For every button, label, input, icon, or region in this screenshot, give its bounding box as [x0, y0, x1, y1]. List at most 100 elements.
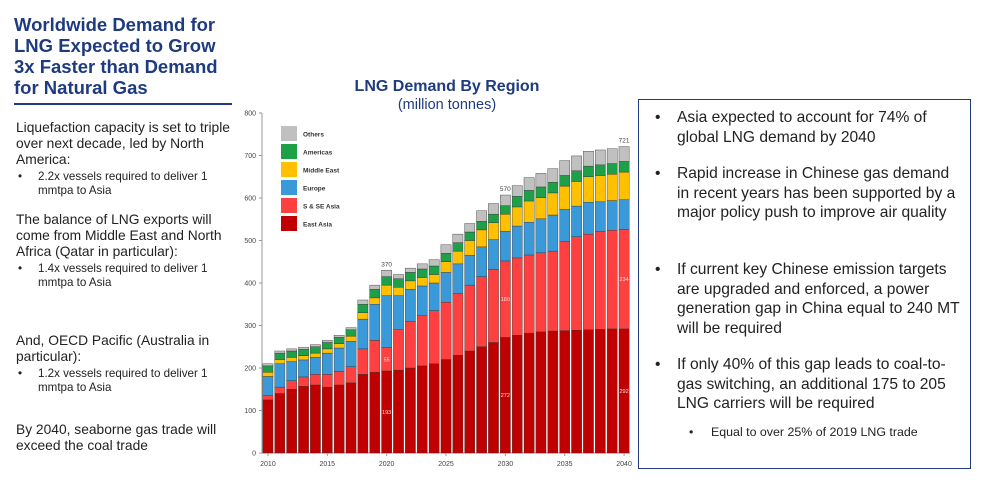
bar-segment: [488, 239, 499, 270]
x-tick-label: 2030: [498, 461, 514, 468]
bar-segment: [357, 304, 369, 313]
bar-segment: [321, 352, 333, 375]
bar-segment: [583, 151, 594, 167]
segment-data-label: 234: [619, 277, 628, 283]
bar-segment: [500, 230, 511, 262]
legend-label: Others: [303, 132, 324, 139]
bar-segment: [428, 282, 440, 311]
legend-swatch: [281, 126, 297, 141]
bar-segment: [369, 297, 381, 305]
bar-segment: [298, 349, 309, 356]
bar-segment: [523, 222, 535, 256]
bar-segment: [488, 203, 499, 215]
bar-segment: [393, 278, 404, 288]
bar-segment: [345, 329, 357, 337]
legend-swatch: [281, 180, 297, 195]
bar-segment: [274, 359, 286, 364]
bar-segment: [286, 361, 297, 381]
bar-segment: [583, 329, 594, 454]
bar-segment: [464, 350, 476, 454]
bar-segment: [286, 389, 297, 454]
bar-segment: [523, 254, 535, 334]
bar-segment: [571, 155, 582, 171]
bar-segment: [345, 341, 357, 367]
key-point-text: If current key Chinese emission targets …: [677, 261, 960, 337]
legend-label: East Asia: [303, 222, 332, 229]
y-tick-label: 200: [244, 366, 256, 373]
bar-segment: [321, 386, 333, 454]
bar-segment: [357, 312, 369, 320]
bar-segment: [440, 301, 452, 360]
bar-segment: [393, 295, 404, 330]
left-bullet-oecd: 1.2x vessels required to deliver 1 mmtpa…: [16, 367, 238, 394]
bar-segment: [416, 315, 428, 367]
bar-segment: [535, 331, 547, 454]
bar-segment: [381, 270, 392, 277]
segment-data-label: 193: [382, 410, 391, 416]
left-paragraph-2040: By 2040, seaborne gas trade will exceed …: [16, 422, 217, 453]
bar-segment: [583, 202, 594, 235]
bar-segment: [547, 250, 559, 332]
bar-segment: [476, 246, 487, 277]
bullet-icon: •: [655, 109, 661, 126]
left-block-oecd: And, OECD Pacific (Australia in particul…: [16, 333, 238, 394]
bar-segment: [286, 348, 297, 352]
bar-segment: [298, 386, 309, 454]
bar-segment: [559, 330, 571, 454]
bar-segment: [345, 327, 357, 330]
left-block-capacity: Liquefaction capacity is set to triple o…: [16, 120, 238, 197]
bar-segment: [286, 350, 297, 358]
bar-segment: [286, 357, 297, 362]
bar-segment: [523, 177, 535, 191]
bar-segment: [547, 168, 559, 183]
bar-segment: [523, 200, 535, 223]
bar-segment: [369, 304, 381, 341]
bar-segment: [416, 365, 428, 454]
bar-segment: [464, 284, 476, 352]
total-data-label: 370: [381, 261, 392, 268]
bar-segment: [583, 176, 594, 203]
x-tick-label: 2020: [379, 461, 395, 468]
bar-segment: [321, 374, 333, 388]
legend-swatch: [281, 162, 297, 177]
key-point-sub-trade-share: • Equal to over 25% of 2019 LNG trade: [689, 425, 959, 440]
y-tick-label: 500: [244, 238, 256, 245]
bar-segment: [262, 372, 274, 377]
bar-segment: [262, 363, 274, 367]
bar-segment: [333, 371, 345, 386]
bar-segment: [440, 244, 452, 254]
bar-segment: [416, 263, 428, 270]
bar-segment: [333, 337, 345, 344]
bar-segment: [559, 160, 571, 176]
key-point-asia-share: • Asia expected to account for 74% of gl…: [655, 108, 960, 147]
bar-segment: [595, 149, 606, 166]
bar-segment: [310, 374, 321, 386]
bar-segment: [405, 280, 416, 290]
bar-segment: [583, 165, 594, 177]
bullet-icon: •: [689, 425, 694, 439]
bar-segment: [393, 329, 404, 371]
bar-segment: [310, 384, 321, 454]
bar-segment: [428, 259, 440, 267]
bar-segment: [262, 376, 274, 396]
bar-segment: [535, 197, 547, 220]
bullet-icon: •: [655, 356, 661, 373]
bar-segment: [345, 335, 357, 342]
bar-segment: [595, 329, 606, 454]
bar-segment: [452, 250, 464, 265]
legend-label: Americas: [303, 150, 333, 157]
bar-segment: [381, 284, 392, 296]
total-data-label: 570: [500, 186, 511, 193]
segment-data-label: 272: [501, 393, 510, 399]
bar-segment: [535, 218, 547, 254]
bar-segment: [381, 295, 392, 348]
bar-segment: [357, 348, 369, 375]
legend-swatch: [281, 216, 297, 231]
bar-segment: [547, 330, 559, 454]
bar-segment: [452, 233, 464, 243]
bar-segment: [476, 346, 487, 454]
legend-swatch: [281, 144, 297, 159]
bar-segment: [428, 310, 440, 364]
chart-subtitle: (million tonnes): [397, 97, 497, 113]
